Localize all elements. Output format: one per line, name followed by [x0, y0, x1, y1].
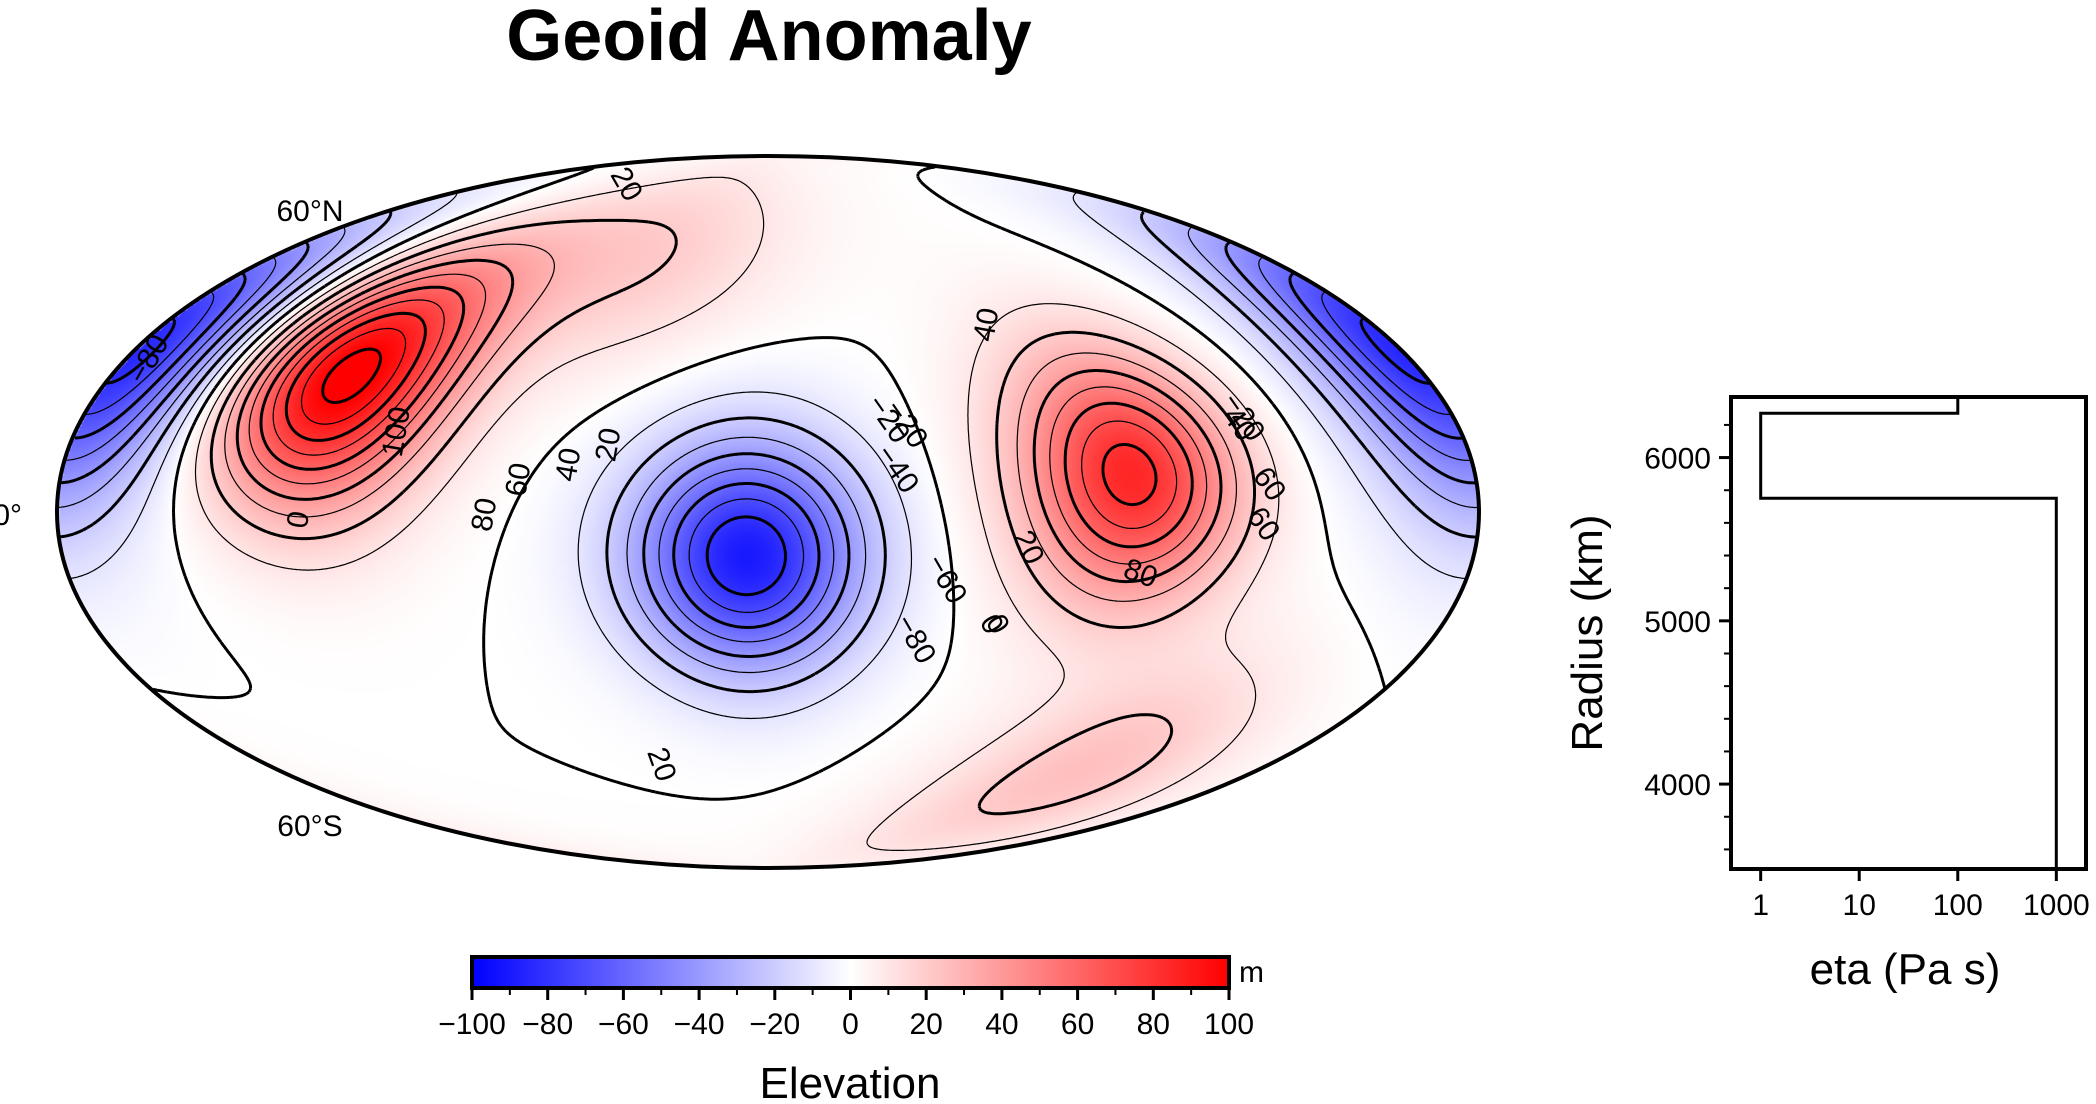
- contour-line: [235, 258, 1223, 584]
- contour-line: [272, 299, 1178, 529]
- contour-line: [321, 347, 383, 404]
- contour-label: 40: [967, 305, 1005, 344]
- contour-line: [84, 291, 1452, 613]
- profile-xlabel: eta (Pa s): [1810, 945, 2001, 994]
- profile-x-tick-label: 1: [1752, 889, 1769, 922]
- contour-line: [58, 211, 1477, 694]
- profile-y-tick-label: 6000: [1644, 443, 1711, 476]
- colorbar: −100 −80 −60 −40 −20 0 20 40 60 80 100 m Elevation: [438, 955, 1264, 1104]
- contour-line: [300, 327, 407, 425]
- map-border: [54, 154, 1482, 870]
- colorbar-tick-label: 0: [842, 1008, 859, 1041]
- viscosity-profile: 1 10 100 1000 4000 5000 6000 eta (Pa s) Radius…: [1563, 395, 2090, 994]
- contour-label: 20: [589, 425, 627, 464]
- colorbar-tick-label: −80: [522, 1008, 573, 1041]
- colorbar-unit: m: [1239, 956, 1264, 989]
- colorbar-tick-label: −100: [438, 1008, 506, 1041]
- profile-ticks: 1 10 100 1000 4000 5000 6000: [1644, 423, 2090, 922]
- colorbar-tick-label: 80: [1137, 1008, 1170, 1041]
- colorbar-tick-label: 60: [1061, 1008, 1094, 1041]
- colorbar-tick-label: 40: [985, 1008, 1018, 1041]
- contour-line: [209, 218, 1256, 816]
- contour-line: [58, 227, 1477, 674]
- contour-line: [106, 317, 1429, 597]
- profile-frame: [1729, 395, 2088, 871]
- contour-line: [224, 243, 1237, 602]
- contour-label: 80: [465, 495, 503, 534]
- profile-ylabel: Radius (km): [1563, 514, 1612, 751]
- colorbar-tick-label: 20: [910, 1008, 943, 1041]
- profile-x-tick-label: 100: [1933, 889, 1983, 922]
- viscosity-line: [1759, 397, 2058, 869]
- colorbar-gradient: [470, 955, 1231, 990]
- lat-label-60s: 60°S: [277, 810, 342, 843]
- profile-x-tick-label: 10: [1843, 889, 1876, 922]
- chart-title: Geoid Anomaly: [506, 0, 1031, 76]
- contour-label: 40: [549, 445, 587, 484]
- contour-line: [248, 273, 1208, 565]
- colorbar-tick-label: −40: [674, 1008, 725, 1041]
- contour-label: 0: [281, 509, 316, 531]
- contour-line: [284, 311, 1158, 507]
- lat-label-equator: 0°: [0, 499, 22, 532]
- colorbar-tick-label: 100: [1204, 1008, 1254, 1041]
- profile-x-tick-label: 1000: [2023, 889, 2090, 922]
- contour-line: [259, 285, 1194, 549]
- colorbar-tick-label: −60: [598, 1008, 649, 1041]
- profile-y-tick-label: 4000: [1644, 769, 1711, 802]
- lat-label-60n: 60°N: [276, 195, 343, 228]
- contour-line: [152, 165, 1387, 801]
- contour-label: 60: [499, 460, 537, 499]
- profile-y-tick-label: 5000: [1644, 606, 1711, 639]
- colorbar-ticks: −100 −80 −60 −40 −20 0 20 40 60 80 100: [438, 988, 1254, 1041]
- colorbar-label: Elevation: [759, 1059, 940, 1104]
- contour-lines: [58, 165, 1477, 851]
- contour-line: [65, 257, 1472, 643]
- contour-line: [194, 176, 1280, 851]
- colorbar-tick-label: −20: [749, 1008, 800, 1041]
